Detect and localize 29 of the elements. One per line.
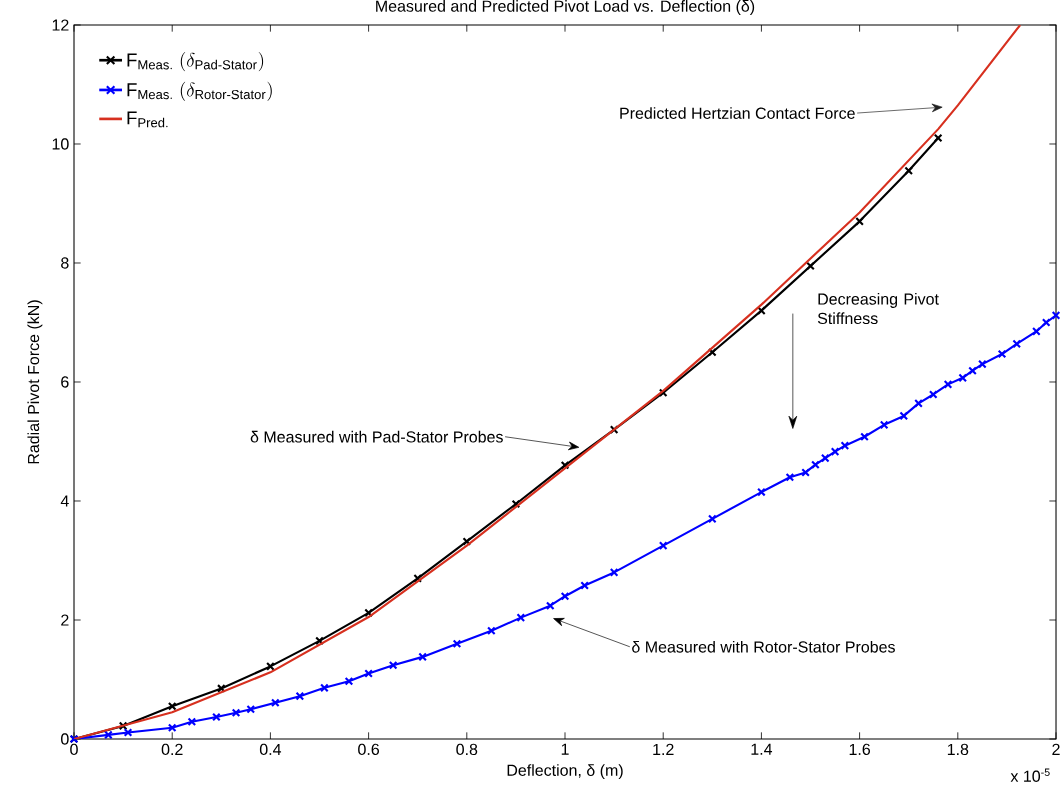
y-tick-label: 8 <box>61 257 69 269</box>
x-tick-label: 0.4 <box>259 743 282 756</box>
x-tick-label: 0 <box>70 743 78 756</box>
annotation: δ Measured with Pad-Stator Probes <box>250 430 503 443</box>
x-tick-label: 2 <box>1052 743 1060 755</box>
x-tick-label: 0.2 <box>161 743 183 756</box>
y-tick-label: 12 <box>52 19 69 31</box>
legend-label: $\mathrm{F}_{\mathrm{Meas.}}\ (\delta_{\text{Rotor-Stator}})$ <box>127 81 272 101</box>
y-tick-label: 6 <box>61 376 69 388</box>
chart-title: Measured and Predicted Pivot Load vs. Deflection (δ) <box>376 0 755 15</box>
x-tick-label: 1.4 <box>751 743 773 755</box>
x-tick-label: 1.6 <box>849 743 871 756</box>
x-tick-label: 0.6 <box>358 743 380 756</box>
y-axis-title: Radial Pivot Force (kN) <box>27 300 43 464</box>
y-tick-label: 4 <box>60 495 69 507</box>
x-tick-label: 1.8 <box>947 743 969 756</box>
legend-label: $\mathrm{F}_{\mathrm{Pred.}}$ <box>127 111 168 128</box>
annotation: δ Measured with Rotor-Stator Probes <box>632 640 895 653</box>
x-tick-label: 1 <box>561 743 569 755</box>
annotation: Predicted Hertzian Contact Force <box>620 107 855 119</box>
text: x 10$^{-5}$ <box>1010 768 1050 782</box>
x-tick-label: 0.8 <box>456 743 478 756</box>
y-tick-label: 0 <box>61 733 69 745</box>
x-axis-title: Deflection, δ (m) <box>507 764 623 780</box>
y-tick-label: 2 <box>61 614 69 626</box>
x-tick-label: 1.2 <box>653 743 674 755</box>
y-tick-label: 10 <box>52 138 69 150</box>
annotation: Decreasing Pivot Stiffness <box>817 293 939 325</box>
legend-label: $\mathrm{F}_{\mathrm{Meas.}}\ (\delta_{\text{Pad-Stator}})$ <box>127 52 264 72</box>
